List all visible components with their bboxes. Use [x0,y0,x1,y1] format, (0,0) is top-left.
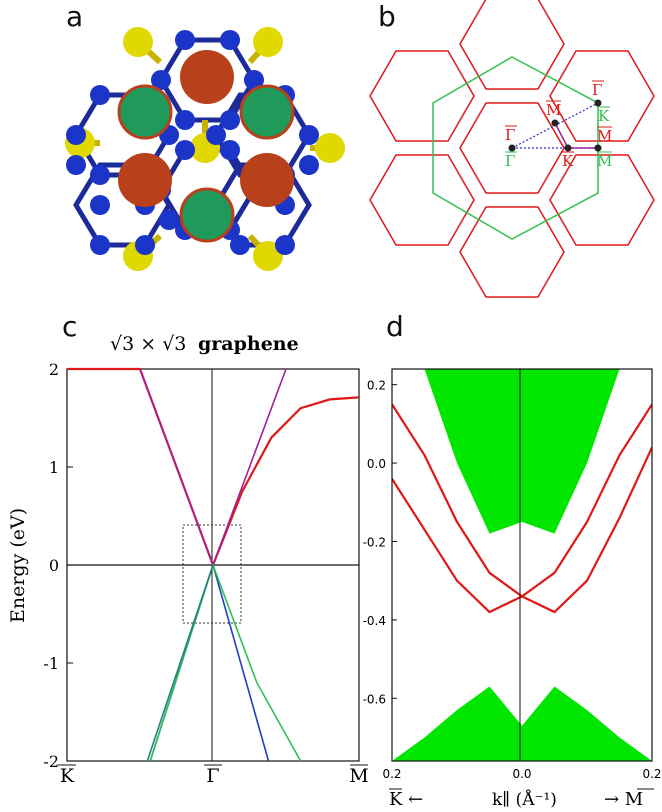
panel-label-c: c [62,310,78,343]
panel-c-ytick-label: -2 [43,752,59,771]
panel-c-band [149,562,302,762]
panel-c-ytick-label: 2 [49,360,59,379]
bz-label-gamma-red-outer: Γ [592,81,602,99]
bz-hexagon [369,154,475,246]
panel-c-title-suffix: graphene [198,333,299,355]
panel-c-zoom-box [182,524,242,624]
bz-label-gamma-red: Γ [505,126,515,144]
bz-label-m-green: M [597,152,612,170]
bz-label-m-red-outer: M [597,127,612,145]
panel-d: 0.2 0.0 -0.2 -0.4 -0.6 0.2 0.0 0.2 K ← k∥ (Å⁻¹… [363,368,662,810]
panel-label-a: a [66,0,84,33]
panel-d-xtick-label: 0.2 [382,767,401,781]
panel-c-band [146,564,214,762]
panel-d-ytick-label: 0.0 [367,457,386,471]
bz-hexagon [549,154,655,246]
panel-d-ytick-label: -0.4 [363,614,386,628]
bz-hexagon [369,50,475,142]
panel-d-xaxis-left: K ← [389,789,423,810]
bz-label-k-red: K [562,152,574,170]
bz-label-k-green: K [598,107,610,125]
panel-d-xlabel: k∥ (Å⁻¹) [492,789,557,810]
panel-d-xtick-label: 0.2 [642,767,661,781]
panel-c-ytick-label: 1 [49,458,59,477]
bz-hexagon [459,102,565,194]
panel-a-structure [65,27,345,271]
bz-label-gamma-green: Γ [505,152,515,170]
panel-d-ytick-label: 0.2 [367,379,386,393]
te-atoms [117,84,295,243]
panel-d-xaxis-right: → M [604,789,643,810]
panel-d-ytick-label: -0.6 [363,692,386,706]
bi-atoms [118,50,294,207]
bz-hexagon [459,206,565,298]
panel-b-brillouin-zones: Γ Γ M Γ K M M K [369,0,655,298]
panel-c-ylabel: Energy (eV) [7,508,29,623]
panel-d-upper-continuum [392,369,652,534]
bz-label-m-red-inner: M [546,101,561,119]
panel-d-xtick-label: 0.0 [512,767,531,781]
panel-c-title-prefix: √3 × √3 [110,333,186,355]
panel-d-band [392,403,652,614]
panel-c-ytick-label: 0 [49,556,59,575]
panel-c: √3 × √3 graphene Energy (eV) 2 1 0 -1 -2 K Γ M [7,333,369,787]
panel-c-ytick-label: -1 [43,654,59,673]
panel-d-frame [391,368,653,762]
bz-hexagon [549,50,655,142]
panel-c-xtick-label: M [349,765,368,787]
panel-c-xtick-label: K [60,765,75,787]
panel-c-band [149,562,270,762]
panel-label-b: b [378,0,396,33]
panel-c-xtick-label: Γ [206,765,219,787]
panel-d-ytick-label: -0.2 [363,535,386,549]
bz-hexagon [459,0,565,90]
panel-c-band [67,367,360,569]
panel-label-d: d [386,310,404,343]
panel-d-lower-continuum [392,686,652,761]
panel-c-band [139,368,287,568]
